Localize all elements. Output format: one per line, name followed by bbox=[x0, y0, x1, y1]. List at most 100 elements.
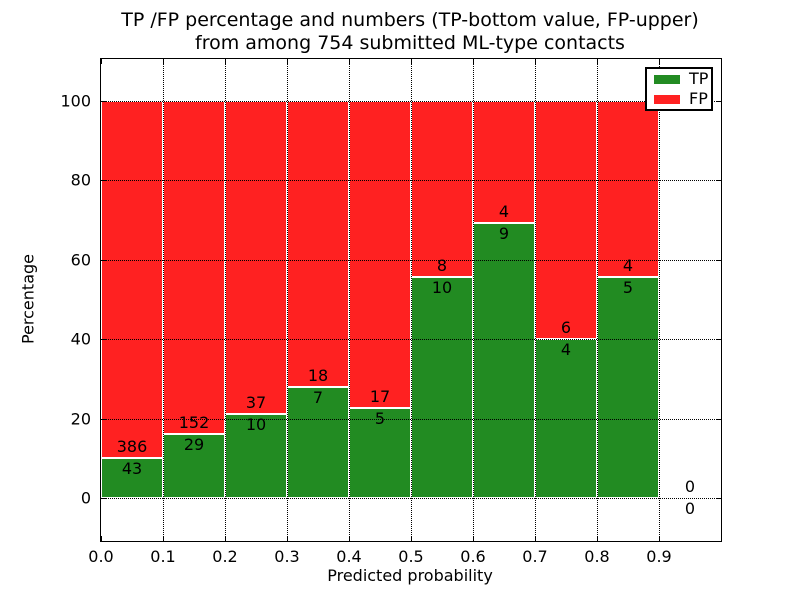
y-tick-right bbox=[716, 259, 721, 261]
bar-fp-segment bbox=[101, 101, 163, 459]
v-gridline bbox=[473, 59, 474, 541]
chart-title-line-2: from among 754 submitted ML-type contact… bbox=[195, 32, 625, 54]
tp-count-label: 0 bbox=[684, 499, 696, 518]
y-tick-right bbox=[716, 418, 721, 420]
y-tick-label: 0 bbox=[80, 488, 91, 508]
fp-count-label: 18 bbox=[307, 365, 329, 385]
bar-tp-segment bbox=[411, 277, 473, 498]
plot-area: 386 43 152 29 37 10 18 7 17 5 8 10 4 9 6 4 4 5 0 0 0.0 0.1 0.… bbox=[60, 58, 722, 566]
y-tick-label: 60 bbox=[70, 250, 91, 270]
x-tick-label: 0.7 bbox=[522, 547, 548, 566]
chart-title: TP /FP percentage and numbers (TP-bottom… bbox=[121, 9, 699, 55]
tp-count-label: 7 bbox=[312, 387, 324, 407]
bar-tp-segment bbox=[163, 434, 225, 498]
y-tick-left bbox=[101, 339, 106, 341]
fp-count-label: 4 bbox=[498, 202, 510, 222]
fp-count-label: 152 bbox=[178, 413, 210, 433]
y-tick-left bbox=[101, 498, 106, 499]
bar-tp-segment bbox=[473, 223, 535, 498]
x-tick-bottom bbox=[287, 536, 288, 541]
x-tick-label: 0.2 bbox=[212, 547, 238, 566]
x-tick-label: 0.0 bbox=[88, 547, 114, 566]
y-tick-right bbox=[716, 339, 721, 341]
fp-count-label: 8 bbox=[436, 256, 448, 276]
bar-tp-segment bbox=[225, 413, 287, 498]
y-tick-right bbox=[716, 498, 721, 499]
bar-tp-segment bbox=[287, 386, 349, 498]
fp-count-label: 6 bbox=[560, 318, 572, 338]
x-tick-label: 0.1 bbox=[150, 547, 176, 566]
tp-count-label: 5 bbox=[374, 408, 386, 428]
fp-count-label: 37 bbox=[245, 392, 267, 412]
x-tick-bottom bbox=[349, 536, 350, 541]
x-tick-bottom bbox=[225, 536, 226, 541]
x-tick-bottom bbox=[473, 536, 474, 541]
legend-swatch-fp bbox=[654, 94, 680, 104]
y-tick-label: 100 bbox=[60, 91, 91, 111]
y-tick-left bbox=[101, 418, 106, 420]
legend: TP FP bbox=[645, 67, 713, 111]
x-tick-bottom bbox=[163, 536, 164, 541]
y-tick-label: 20 bbox=[70, 409, 91, 429]
x-tick-top bbox=[535, 59, 536, 64]
bar-tp-segment bbox=[349, 407, 411, 498]
x-tick-top bbox=[287, 59, 288, 64]
x-axis-label: Predicted probability bbox=[327, 566, 493, 585]
x-tick-top bbox=[473, 59, 474, 64]
x-tick-top bbox=[163, 59, 164, 64]
tp-count-label: 4 bbox=[560, 340, 572, 360]
y-tick-label: 80 bbox=[70, 170, 91, 190]
chart-title-line-1: TP /FP percentage and numbers (TP-bottom… bbox=[121, 9, 699, 31]
tp-count-label: 5 bbox=[622, 278, 634, 298]
legend-item-fp: FP bbox=[654, 89, 708, 109]
tp-count-label: 9 bbox=[498, 224, 510, 244]
ticks-layer bbox=[101, 59, 721, 541]
tp-count-label: 10 bbox=[245, 414, 267, 434]
y-tick-right bbox=[716, 180, 721, 182]
x-tick-top bbox=[349, 59, 350, 64]
v-gridline bbox=[287, 59, 288, 541]
v-gridline bbox=[225, 59, 226, 541]
bar-fp-segment bbox=[597, 101, 659, 278]
x-tick-label: 0.3 bbox=[274, 547, 300, 566]
fp-count-label: 17 bbox=[369, 386, 391, 406]
y-tick-right bbox=[716, 101, 721, 102]
y-tick-label: 40 bbox=[70, 329, 91, 349]
tp-count-label: 29 bbox=[183, 435, 205, 455]
v-gridline bbox=[597, 59, 598, 541]
v-gridline bbox=[411, 59, 412, 541]
x-tick-bottom bbox=[411, 536, 412, 541]
fp-count-label: 0 bbox=[684, 477, 696, 496]
legend-label-tp: TP bbox=[689, 69, 709, 88]
y-tick-left bbox=[101, 180, 106, 182]
fp-count-label: 386 bbox=[116, 437, 148, 457]
x-tick-label: 0.6 bbox=[460, 547, 486, 566]
v-gridline bbox=[535, 59, 536, 541]
v-gridline bbox=[659, 59, 660, 541]
x-tick-label: 0.5 bbox=[398, 547, 424, 566]
x-tick-bottom bbox=[597, 536, 598, 541]
legend-item-tp: TP bbox=[654, 69, 709, 89]
x-tick-label: 0.9 bbox=[646, 547, 672, 566]
x-tick-top bbox=[411, 59, 412, 64]
x-tick-top bbox=[101, 59, 102, 64]
grid-layer bbox=[101, 59, 721, 541]
fp-count-label: 4 bbox=[622, 256, 634, 276]
x-tick-bottom bbox=[659, 536, 660, 541]
x-tick-top bbox=[659, 59, 660, 64]
x-tick-label: 0.8 bbox=[584, 547, 610, 566]
y-tick-left bbox=[101, 101, 106, 102]
x-tick-label: 0.4 bbox=[336, 547, 362, 566]
legend-label-fp: FP bbox=[689, 89, 708, 108]
bar-fp-segment bbox=[411, 101, 473, 278]
x-tick-top bbox=[597, 59, 598, 64]
y-tick-left bbox=[101, 259, 106, 261]
tp-count-label: 43 bbox=[121, 459, 143, 479]
legend-swatch-tp bbox=[654, 74, 680, 84]
bar-tp-segment bbox=[101, 458, 163, 498]
x-tick-bottom bbox=[101, 536, 102, 541]
tp-count-label: 10 bbox=[431, 278, 453, 298]
v-gridline bbox=[349, 59, 350, 541]
bar-count-labels-layer: 386 43 152 29 37 10 18 7 17 5 8 10 4 9 6 4 4 5 0 0 bbox=[101, 59, 721, 541]
